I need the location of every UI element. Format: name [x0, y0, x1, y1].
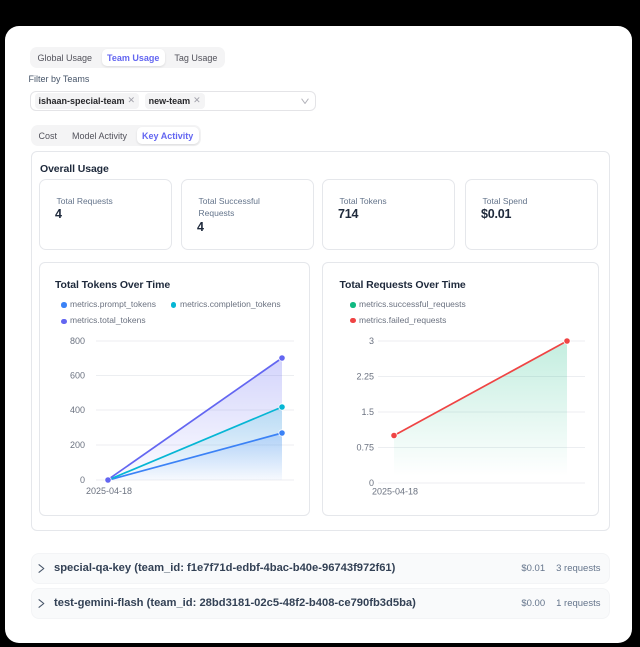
svg-text:0: 0: [369, 478, 374, 488]
svg-text:2.25: 2.25: [356, 372, 374, 382]
svg-text:2025-04-18: 2025-04-18: [372, 487, 418, 497]
svg-text:200: 200: [70, 440, 85, 450]
svg-text:800: 800: [70, 336, 85, 346]
svg-text:2025-04-18: 2025-04-18: [86, 486, 132, 496]
svg-text:0.75: 0.75: [356, 443, 374, 453]
svg-text:0: 0: [80, 475, 85, 485]
svg-text:600: 600: [70, 371, 85, 381]
svg-text:400: 400: [70, 405, 85, 415]
svg-text:3: 3: [369, 336, 374, 346]
svg-text:1.5: 1.5: [361, 407, 374, 417]
